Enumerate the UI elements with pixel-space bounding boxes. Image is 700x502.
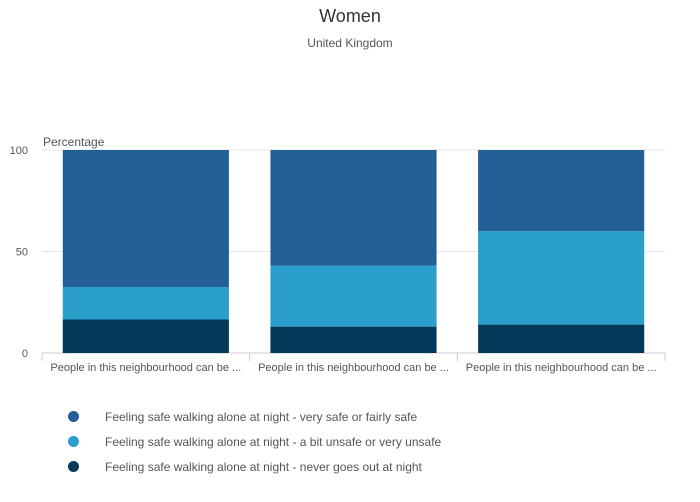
legend-marker-unsafe [68, 436, 79, 447]
legend-label-never-goes-out: Feeling safe walking alone at night - ne… [105, 459, 422, 474]
bar-segment [270, 326, 437, 353]
chart-subtitle: United Kingdom [307, 36, 393, 50]
bar-segment [478, 231, 645, 325]
legend-label-very-safe: Feeling safe walking alone at night - ve… [105, 409, 418, 424]
legend-item-unsafe[interactable]: Feeling safe walking alone at night - a … [68, 429, 441, 454]
legend-item-never-goes-out[interactable]: Feeling safe walking alone at night - ne… [68, 454, 441, 479]
legend-marker-very-safe [68, 411, 79, 422]
legend-label-unsafe: Feeling safe walking alone at night - a … [105, 434, 442, 449]
bar-segment [270, 150, 437, 266]
bar-segment [478, 150, 645, 232]
stacked-bar-chart: 0 50 100 Percentage People in this neighbour… [10, 135, 666, 374]
legend-item-very-safe[interactable]: Feeling safe walking alone at night - ve… [68, 404, 441, 429]
bar-segment [270, 265, 437, 327]
y-tick-label: 0 [22, 348, 28, 360]
chart-legend: Feeling safe walking alone at night - ve… [68, 404, 441, 479]
legend-marker-never-goes-out [68, 461, 79, 472]
y-axis-label: Percentage [43, 135, 105, 149]
x-tick-label: People in this neighbourhood can be ... [258, 362, 449, 374]
chart-title: Women [319, 6, 381, 26]
y-tick-label: 50 [16, 247, 28, 259]
y-tick-label: 100 [10, 145, 28, 157]
bar-segment [478, 324, 645, 353]
x-tick-label: People in this neighbourhood can be ... [50, 362, 241, 374]
bar-segment [62, 287, 229, 320]
bar-segment [62, 150, 229, 288]
x-tick-label: People in this neighbourhood can be ... [466, 362, 657, 374]
bar-segment [62, 319, 229, 353]
